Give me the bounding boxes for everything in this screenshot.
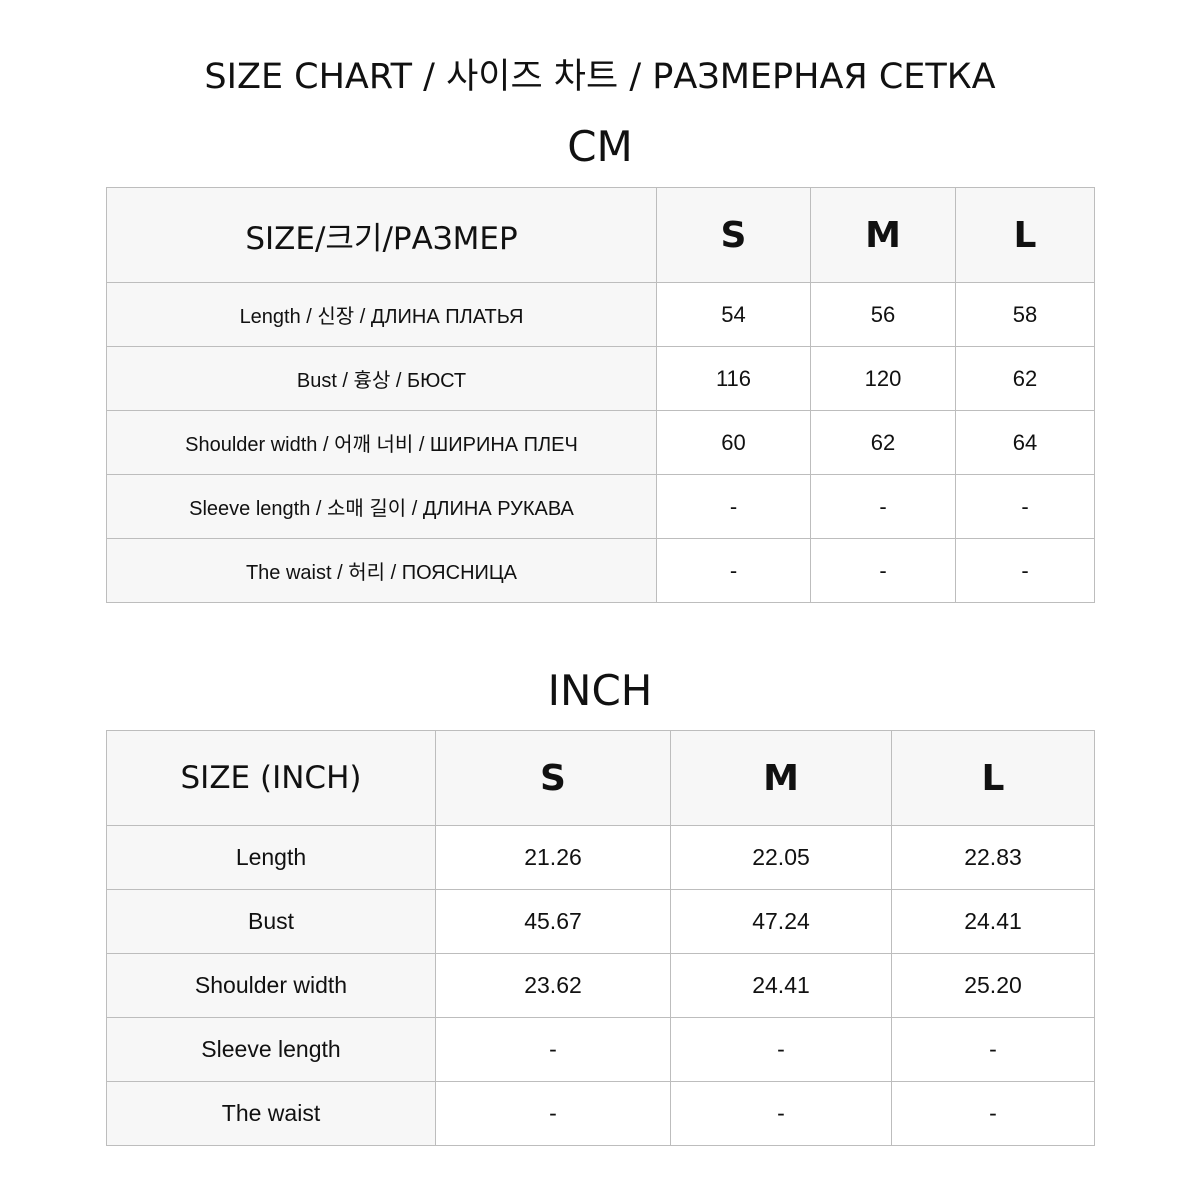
header-m: M <box>810 187 956 283</box>
header-l: L <box>891 730 1095 826</box>
value-cell-l: 58 <box>955 282 1095 347</box>
value-cell-m: - <box>810 474 956 539</box>
value-cell-l: - <box>955 538 1095 603</box>
row-label: Shoulder width / 어깨 너비 / ШИРИНА ПЛЕЧ <box>106 410 657 475</box>
header-m: M <box>670 730 892 826</box>
row-label: Length <box>106 825 436 890</box>
value-cell-s: 21.26 <box>435 825 671 890</box>
table-row: The waist - - - <box>106 1081 1095 1146</box>
cm-size-table: SIZE/크기/РАЗМЕР S M L Length / 신장 / ДЛИНА… <box>106 187 1095 603</box>
value-cell-l: 25.20 <box>891 953 1095 1018</box>
value-cell-l: - <box>955 474 1095 539</box>
row-label: The waist <box>106 1081 436 1146</box>
table-row: Length / 신장 / ДЛИНА ПЛАТЬЯ 54 56 58 <box>106 282 1095 347</box>
value-cell-s: - <box>656 538 811 603</box>
inch-size-table: SIZE (INCH) S M L Length 21.26 22.05 22.83 B… <box>106 730 1095 1146</box>
table-row: Length 21.26 22.05 22.83 <box>106 825 1095 890</box>
value-cell-s: 116 <box>656 346 811 411</box>
row-label: Bust <box>106 889 436 954</box>
header-size: SIZE (INCH) <box>106 730 436 826</box>
table-row: Bust 45.67 47.24 24.41 <box>106 889 1095 954</box>
page-title: SIZE CHART / 사이즈 차트 / РАЗМЕРНАЯ СЕТКА <box>204 57 996 97</box>
table-header-row: SIZE/크기/РАЗМЕР S M L <box>106 187 1095 283</box>
value-cell-s: - <box>435 1017 671 1082</box>
value-cell-l: 62 <box>955 346 1095 411</box>
value-cell-l: 22.83 <box>891 825 1095 890</box>
value-cell-m: - <box>670 1081 892 1146</box>
value-cell-m: 47.24 <box>670 889 892 954</box>
value-cell-l: - <box>891 1081 1095 1146</box>
value-cell-m: 24.41 <box>670 953 892 1018</box>
cm-section-title: CM <box>567 122 633 171</box>
value-cell-l: - <box>891 1017 1095 1082</box>
row-label: Shoulder width <box>106 953 436 1018</box>
value-cell-m: 62 <box>810 410 956 475</box>
row-label: The waist / 허리 / ПОЯСНИЦА <box>106 538 657 603</box>
table-header-row: SIZE (INCH) S M L <box>106 730 1095 826</box>
table-row: Sleeve length - - - <box>106 1017 1095 1082</box>
row-label: Bust / 흉상 / БЮСТ <box>106 346 657 411</box>
value-cell-s: 23.62 <box>435 953 671 1018</box>
value-cell-m: 22.05 <box>670 825 892 890</box>
table-row: Sleeve length / 소매 길이 / ДЛИНА РУКАВА - - - <box>106 474 1095 539</box>
value-cell-m: - <box>670 1017 892 1082</box>
row-label: Sleeve length <box>106 1017 436 1082</box>
table-row: Shoulder width / 어깨 너비 / ШИРИНА ПЛЕЧ 60 62… <box>106 410 1095 475</box>
value-cell-l: 64 <box>955 410 1095 475</box>
value-cell-m: 56 <box>810 282 956 347</box>
header-s: S <box>656 187 811 283</box>
table-row: Bust / 흉상 / БЮСТ 116 120 62 <box>106 346 1095 411</box>
inch-section-title: INCH <box>547 666 653 715</box>
value-cell-m: 120 <box>810 346 956 411</box>
table-row: Shoulder width 23.62 24.41 25.20 <box>106 953 1095 1018</box>
value-cell-s: 60 <box>656 410 811 475</box>
table-row: The waist / 허리 / ПОЯСНИЦА - - - <box>106 538 1095 603</box>
header-l: L <box>955 187 1095 283</box>
value-cell-l: 24.41 <box>891 889 1095 954</box>
header-s: S <box>435 730 671 826</box>
value-cell-s: - <box>435 1081 671 1146</box>
value-cell-s: 45.67 <box>435 889 671 954</box>
value-cell-s: 54 <box>656 282 811 347</box>
row-label: Sleeve length / 소매 길이 / ДЛИНА РУКАВА <box>106 474 657 539</box>
row-label: Length / 신장 / ДЛИНА ПЛАТЬЯ <box>106 282 657 347</box>
header-size: SIZE/크기/РАЗМЕР <box>106 187 657 283</box>
value-cell-s: - <box>656 474 811 539</box>
value-cell-m: - <box>810 538 956 603</box>
